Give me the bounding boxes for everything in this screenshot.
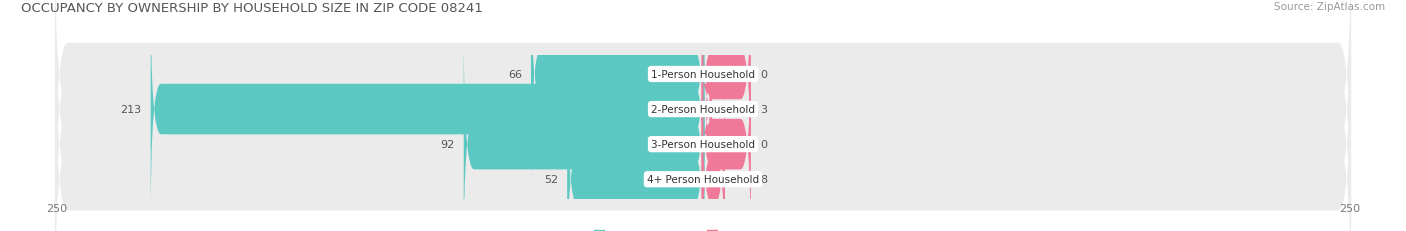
Text: 4+ Person Household: 4+ Person Household — [647, 174, 759, 184]
FancyBboxPatch shape — [702, 30, 751, 231]
Text: 1-Person Household: 1-Person Household — [651, 70, 755, 80]
Text: 92: 92 — [440, 140, 454, 149]
Text: 213: 213 — [121, 105, 142, 115]
Text: 66: 66 — [508, 70, 522, 80]
FancyBboxPatch shape — [567, 65, 704, 231]
FancyBboxPatch shape — [55, 1, 1351, 231]
FancyBboxPatch shape — [531, 0, 704, 189]
Text: 0: 0 — [759, 70, 766, 80]
Text: 3-Person Household: 3-Person Household — [651, 140, 755, 149]
FancyBboxPatch shape — [55, 0, 1351, 218]
Text: 52: 52 — [544, 174, 558, 184]
Text: 8: 8 — [759, 174, 768, 184]
Text: 2-Person Household: 2-Person Household — [651, 105, 755, 115]
FancyBboxPatch shape — [702, 0, 711, 224]
FancyBboxPatch shape — [55, 0, 1351, 231]
FancyBboxPatch shape — [150, 0, 704, 224]
FancyBboxPatch shape — [55, 36, 1351, 231]
Text: 3: 3 — [759, 105, 766, 115]
FancyBboxPatch shape — [702, 65, 725, 231]
FancyBboxPatch shape — [464, 30, 704, 231]
Text: 0: 0 — [759, 140, 766, 149]
Text: OCCUPANCY BY OWNERSHIP BY HOUSEHOLD SIZE IN ZIP CODE 08241: OCCUPANCY BY OWNERSHIP BY HOUSEHOLD SIZE… — [21, 2, 484, 15]
FancyBboxPatch shape — [702, 0, 751, 189]
Text: Source: ZipAtlas.com: Source: ZipAtlas.com — [1274, 2, 1385, 12]
Legend: Owner-occupied, Renter-occupied: Owner-occupied, Renter-occupied — [593, 230, 813, 231]
